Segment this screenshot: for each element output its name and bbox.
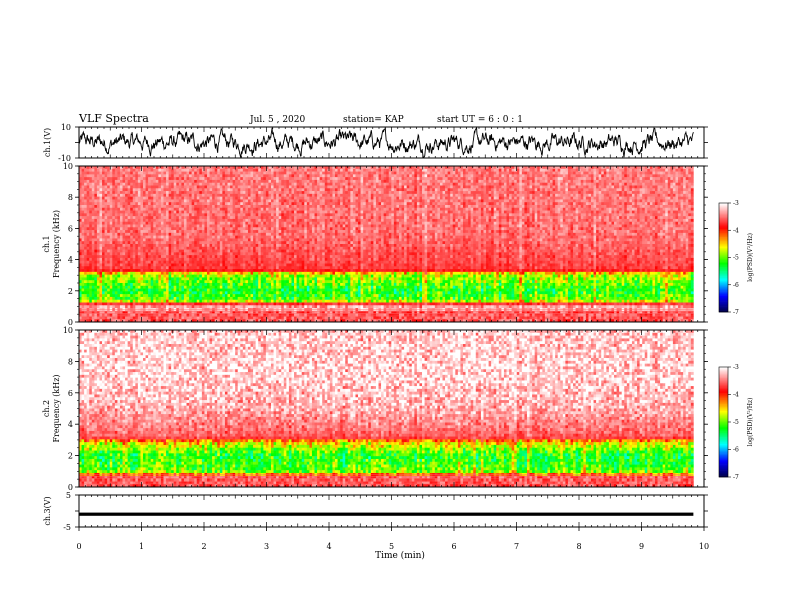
colorbar-tick-label: -5 xyxy=(733,419,739,426)
spectrogram-cells xyxy=(79,166,694,323)
y-tick-label: 2 xyxy=(68,287,73,296)
ch2-colorbar: -3 -4 -5 -6 -7 log(PSD)(V²/Hz) xyxy=(718,364,754,481)
colorbar-gradient xyxy=(719,367,728,478)
station-label: station= KAP xyxy=(343,115,404,125)
colorbar-label: log(PSD)(V²/Hz) xyxy=(747,233,754,282)
y-tick-label: 4 xyxy=(68,256,73,265)
spectrogram-cells xyxy=(79,330,694,488)
x-tick-label: 8 xyxy=(576,542,581,551)
colorbar-label: log(PSD)(V²/Hz) xyxy=(747,398,754,447)
x-tick-label: 7 xyxy=(514,542,519,551)
ch2-spectrogram-panel: 0 2 4 6 8 10 ch.2 Frequency (kHz) xyxy=(42,326,708,492)
colorbar-tick-label: -6 xyxy=(733,447,739,454)
colorbar-gradient xyxy=(719,203,728,313)
x-tick-label: 0 xyxy=(76,542,81,551)
ch1-waveform-panel: 10 -10 ch.1(V) xyxy=(43,123,708,163)
waveform-trace xyxy=(79,512,694,516)
x-tick-label: 2 xyxy=(201,542,206,551)
colorbar-tick-label: -5 xyxy=(733,255,739,262)
x-tick-label: 1 xyxy=(139,542,144,551)
colorbar-tick-label: -4 xyxy=(733,392,739,399)
y-tick-label: 6 xyxy=(68,224,73,233)
y-tick-label: 6 xyxy=(68,389,73,398)
start-time-label: start UT = 6 : 0 : 1 xyxy=(437,115,523,125)
y-tick-label: 2 xyxy=(68,452,73,461)
y-tick-label: 8 xyxy=(68,193,73,202)
ch3-waveform-panel: 5 -5 ch.3(V) xyxy=(43,491,708,532)
y-tick-label: 5 xyxy=(66,491,71,500)
y-axis-label: Frequency (kHz) xyxy=(52,374,61,442)
y-axis-channel-label: ch.2 xyxy=(42,400,51,417)
y-tick-label: 8 xyxy=(68,357,73,366)
y-tick-label: 0 xyxy=(68,483,73,492)
colorbar-tick-label: -4 xyxy=(733,227,739,234)
y-axis-channel-label: ch.1 xyxy=(42,235,51,252)
y-axis-label: Frequency (kHz) xyxy=(52,210,61,278)
y-tick-label: 10 xyxy=(61,123,71,132)
ch1-colorbar: -3 -4 -5 -6 -7 log(PSD)(V²/Hz) xyxy=(718,200,754,316)
waveform-trace xyxy=(78,126,694,158)
x-tick-label: 10 xyxy=(699,542,709,551)
x-tick-label: 3 xyxy=(264,542,269,551)
colorbar-tick-label: -7 xyxy=(733,309,739,316)
x-tick-label: 4 xyxy=(326,542,331,551)
y-tick-label: 10 xyxy=(63,162,73,171)
colorbar-tick-label: -7 xyxy=(733,474,739,481)
x-axis-label: Time (min) xyxy=(375,550,425,561)
colorbar-tick-label: -3 xyxy=(733,364,739,371)
y-tick-label: -5 xyxy=(63,523,71,532)
colorbar-tick-label: -6 xyxy=(733,282,739,289)
date-label: Jul. 5 , 2020 xyxy=(249,115,305,125)
y-tick-label: 0 xyxy=(68,318,73,327)
y-axis-label: ch.1(V) xyxy=(43,128,52,157)
y-tick-label: 4 xyxy=(68,420,73,429)
y-tick-label: 10 xyxy=(63,326,73,335)
y-axis-label: ch.3(V) xyxy=(43,496,52,525)
x-tick-label: 6 xyxy=(451,542,456,551)
colorbar-tick-label: -3 xyxy=(733,200,739,207)
x-tick-label: 9 xyxy=(639,542,644,551)
y-tick-label: -10 xyxy=(58,154,71,163)
time-axis: 0 1 2 3 4 5 6 7 8 9 10 xyxy=(76,527,709,551)
ch1-spectrogram-panel: 0 2 4 6 8 10 ch.1 Frequency (kHz) xyxy=(42,162,708,327)
figure-title: VLF Spectra xyxy=(78,112,149,125)
x-tick-label: 5 xyxy=(389,542,394,551)
